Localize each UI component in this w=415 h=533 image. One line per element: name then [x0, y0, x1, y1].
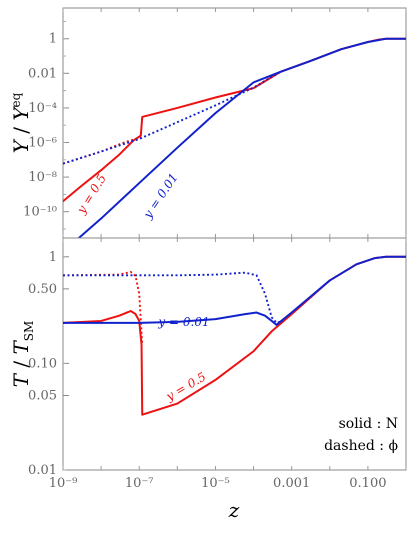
ticks-bottom: 1 0.50 0.10 0.05 0.01 — [28, 238, 407, 478]
x-tick-label: 10⁻⁷ — [125, 476, 154, 491]
x-tick-label: 10⁻⁹ — [49, 476, 78, 491]
y-tick-label: 0.10 — [28, 356, 57, 371]
curves-top — [63, 37, 406, 238]
series-line-red-dashed — [63, 271, 144, 345]
series-line-blue-dashed — [63, 271, 284, 324]
ticks-top: 1 0.01 10⁻⁴ 10⁻⁶ 10⁻⁸ 10⁻¹⁰ — [23, 8, 407, 238]
plot-frame-top — [62, 7, 407, 239]
x-axis-title: z — [228, 498, 240, 522]
x-tick-label: 0.100 — [349, 476, 386, 491]
x-tick-label: 10⁻⁵ — [201, 476, 230, 491]
y-tick-label: 0.05 — [28, 388, 57, 403]
annotation-blue: y = 0.01 — [140, 171, 181, 222]
panel-temperature: 1 0.50 0.10 0.05 0.01 y = 0.01y = 0.5 T / TS… — [9, 237, 407, 478]
x-tick-label: 0.001 — [273, 476, 310, 491]
legend-entry: solid : N — [339, 416, 398, 432]
y-tick-label: 0.50 — [28, 282, 57, 297]
y-tick-label: 0.01 — [28, 463, 57, 478]
plot-frame-bottom — [62, 237, 407, 471]
y-axis-title-bottom: T / TSM — [9, 321, 36, 388]
series-line-blue-solid — [63, 255, 406, 326]
x-axis: 10⁻⁹ 10⁻⁷ 10⁻⁵ 0.001 0.100 — [49, 476, 387, 491]
y-tick-label: 10⁻⁶ — [28, 135, 57, 150]
y-tick-label: 0.01 — [28, 66, 57, 81]
y-tick-label: 10⁻⁸ — [28, 170, 57, 185]
y-tick-label: 1 — [49, 250, 57, 265]
legend: solid : N dashed : ϕ — [324, 416, 398, 454]
series-line-red-solid — [63, 255, 406, 416]
y-tick-label: 10⁻¹⁰ — [23, 205, 57, 220]
series-line-red-solid — [63, 37, 406, 203]
legend-entry: dashed : ϕ — [324, 438, 398, 454]
annotations-bottom: y = 0.01y = 0.5 — [157, 315, 209, 404]
series-line-blue-solid — [77, 37, 406, 238]
curves-bottom — [63, 255, 406, 416]
series-line-blue-dashed — [63, 71, 281, 165]
y-axis-title-top: Y / Yeq — [9, 92, 33, 153]
y-tick-label: 1 — [49, 32, 57, 47]
annotation-blue: y = 0.01 — [157, 315, 209, 329]
y-tick-label: 10⁻⁴ — [28, 101, 57, 116]
series-line-red-dashed — [63, 135, 142, 165]
